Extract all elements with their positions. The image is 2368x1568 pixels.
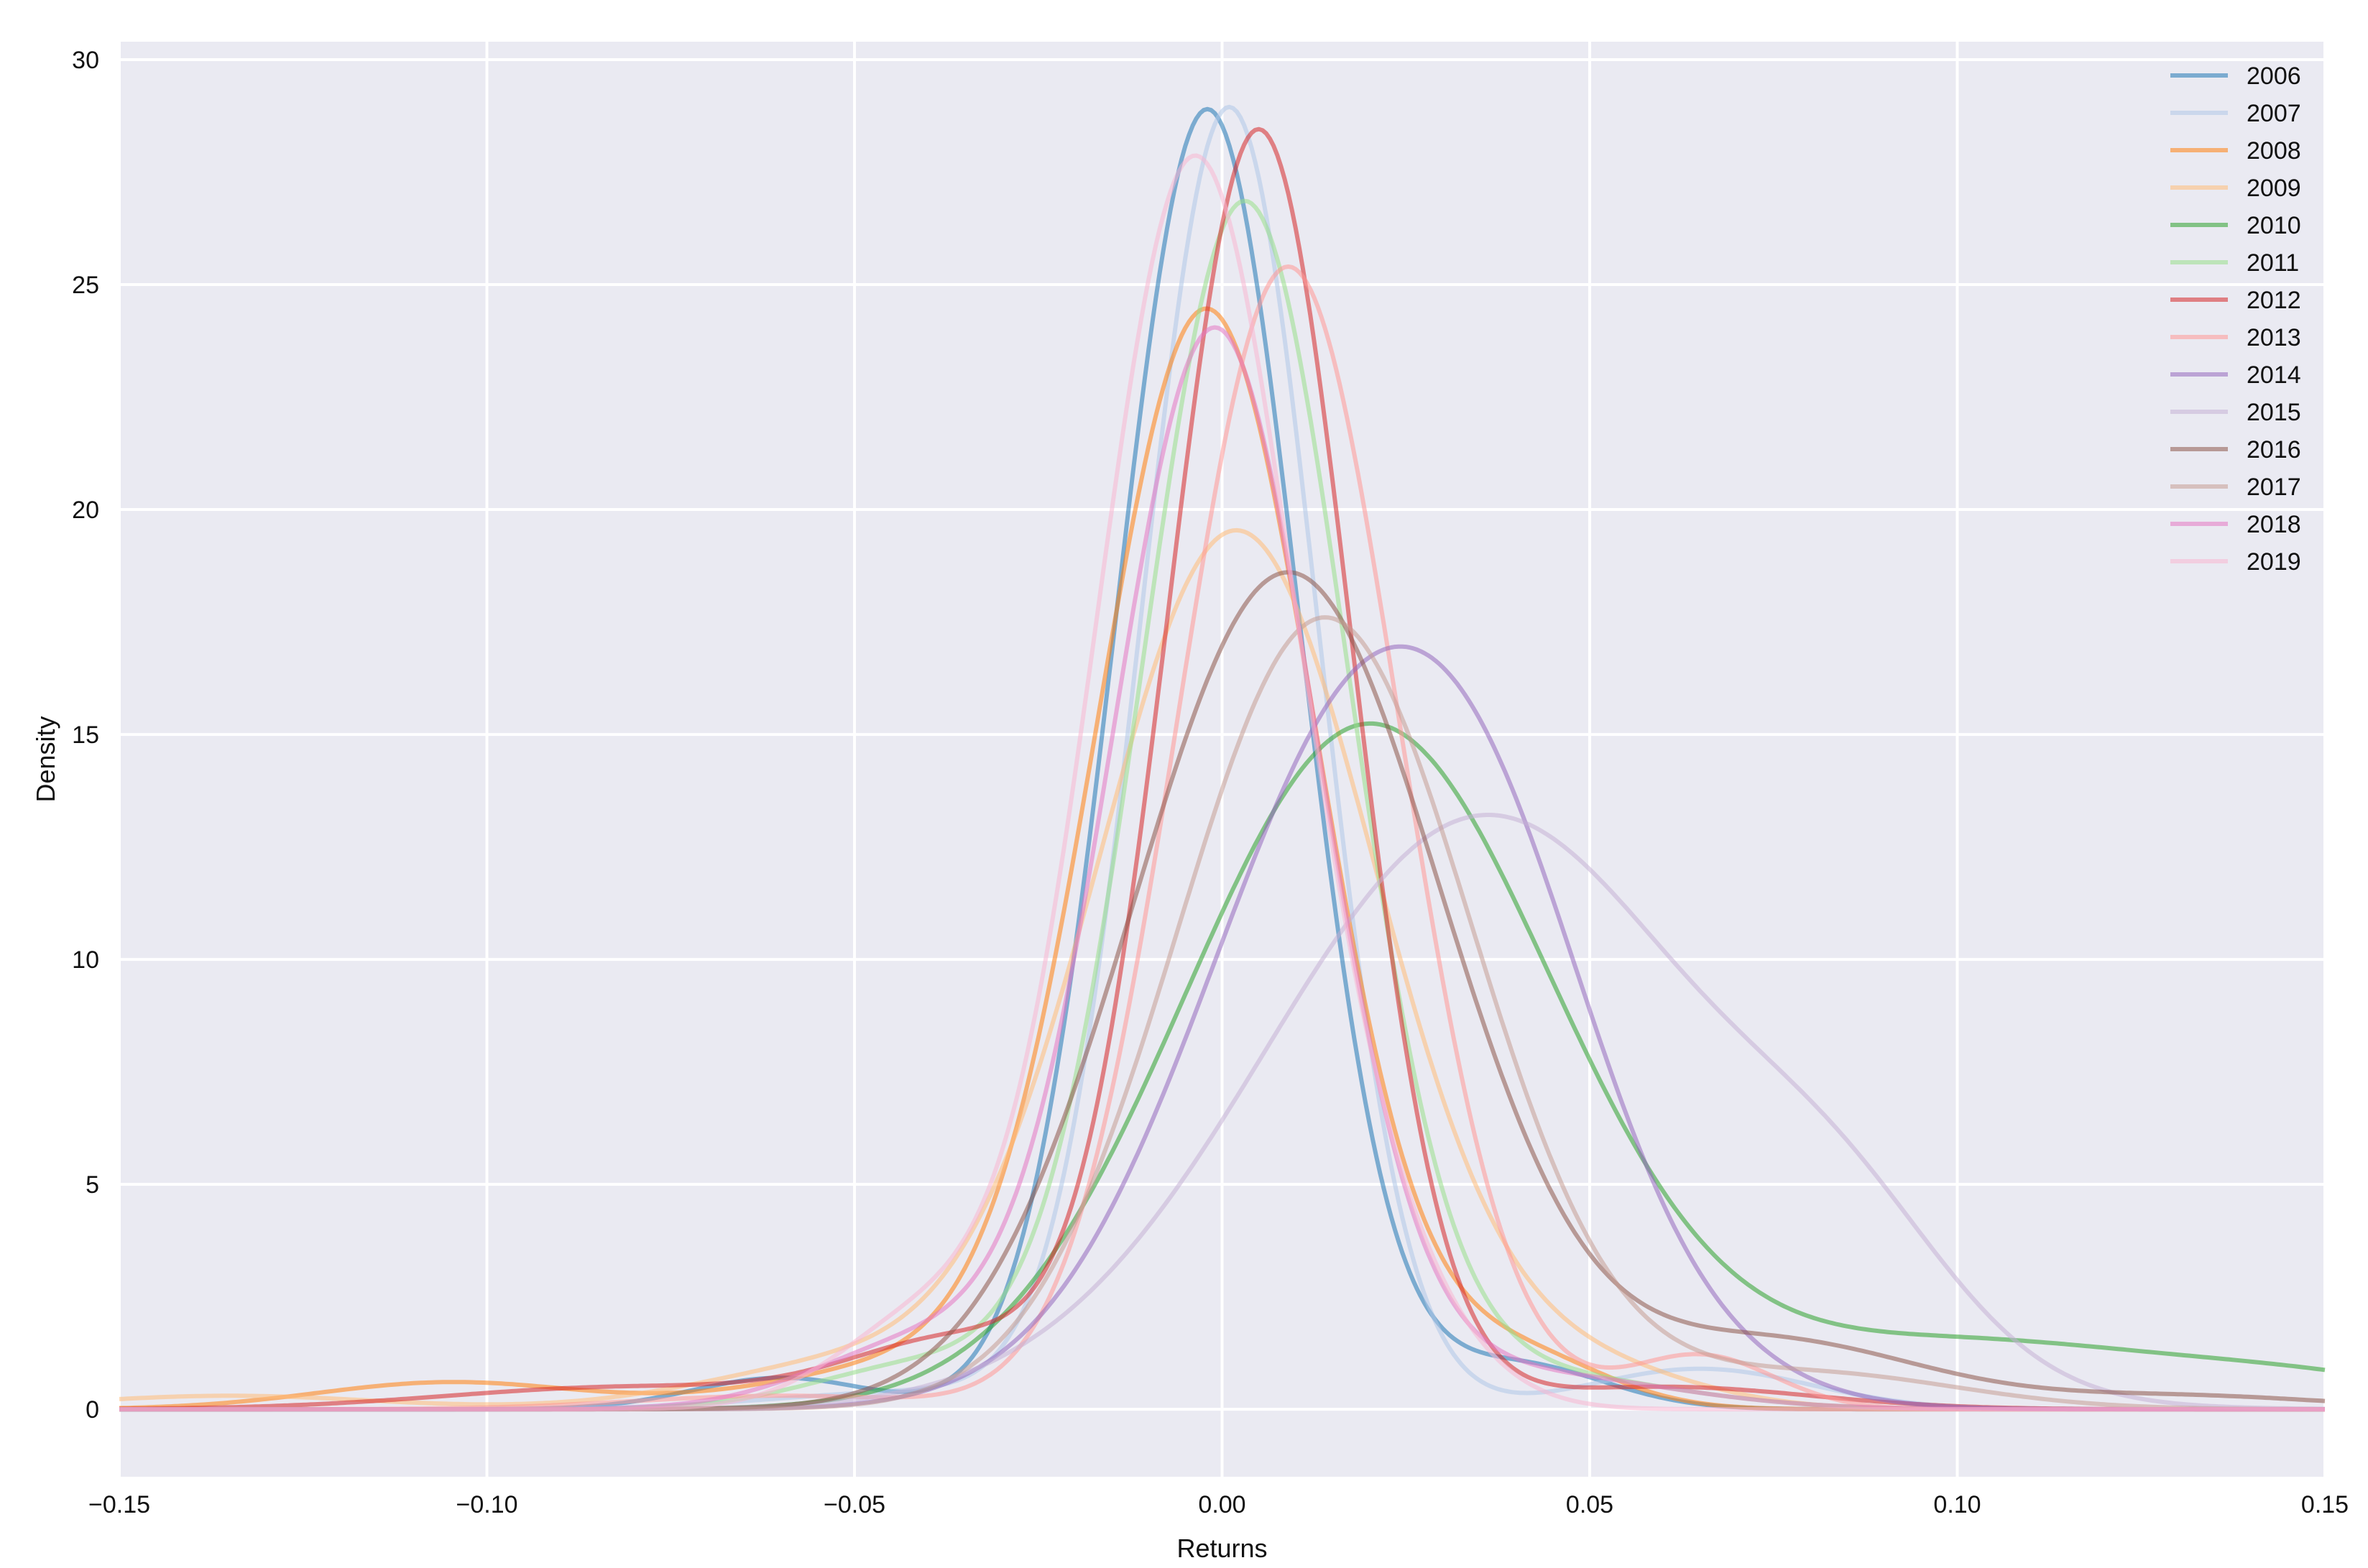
axis-ticks: −0.15 −0.10 −0.05 0.00 0.05 0.10 0.15 0 5 10 15 20 2… [72, 47, 2349, 1518]
legend-label-2018: 2018 [2247, 511, 2301, 538]
legend-label-2012: 2012 [2247, 287, 2301, 314]
y-tick-label: 15 [72, 721, 99, 749]
x-tick-label: −0.10 [456, 1491, 517, 1518]
legend-label-2007: 2007 [2247, 100, 2301, 127]
y-tick-label: 0 [86, 1396, 99, 1424]
series-lines [119, 104, 2326, 1412]
legend: 2006 2007 2008 2009 2010 2011 2012 2013 2014 2015… [2170, 63, 2301, 576]
legend-label-2019: 2019 [2247, 548, 2301, 576]
legend-label-2014: 2014 [2247, 361, 2301, 389]
legend-label-2016: 2016 [2247, 436, 2301, 464]
y-tick-label: 10 [72, 946, 99, 974]
y-tick-label: 5 [86, 1171, 99, 1199]
legend-label-2008: 2008 [2247, 137, 2301, 165]
x-tick-label: 0.15 [2301, 1491, 2349, 1518]
legend-label-2011: 2011 [2247, 249, 2299, 277]
legend-label-2006: 2006 [2247, 63, 2301, 90]
y-tick-label: 20 [72, 497, 99, 524]
legend-label-2013: 2013 [2247, 324, 2301, 351]
x-tick-label: 0.10 [1933, 1491, 1981, 1518]
y-axis-label: Density [31, 716, 60, 802]
x-tick-label: 0.00 [1198, 1491, 1245, 1518]
legend-label-2009: 2009 [2247, 175, 2301, 202]
x-tick-label: 0.05 [1566, 1491, 1613, 1518]
x-tick-label: −0.15 [88, 1491, 150, 1518]
series-line-2019 [119, 153, 2325, 1412]
y-tick-label: 25 [72, 272, 99, 299]
x-tick-label: −0.05 [824, 1491, 885, 1518]
legend-label-2015: 2015 [2247, 399, 2301, 426]
legend-label-2010: 2010 [2247, 212, 2301, 239]
x-axis-label: Returns [1176, 1534, 1267, 1563]
y-tick-label: 30 [72, 47, 99, 74]
legend-label-2017: 2017 [2247, 474, 2301, 501]
